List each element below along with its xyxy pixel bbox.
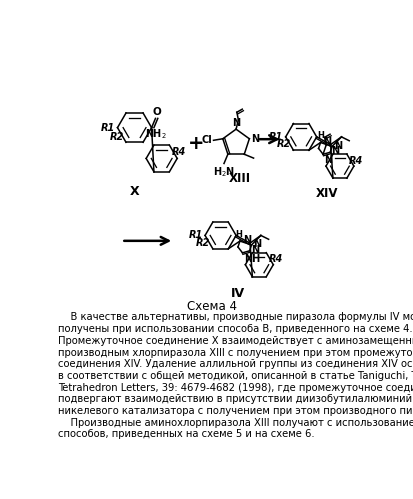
Text: N: N (253, 239, 261, 249)
Text: R2: R2 (109, 132, 124, 142)
Text: получены при использовании способа В, приведенного на схеме 4.: получены при использовании способа В, пр… (58, 324, 413, 334)
Text: производным хлорпиразола XIII с получением при этом промежуточного: производным хлорпиразола XIII с получени… (58, 347, 413, 358)
Text: N: N (251, 134, 259, 144)
Text: R2: R2 (277, 139, 291, 149)
Text: N: N (325, 155, 333, 165)
Text: O: O (153, 107, 161, 117)
Text: R4: R4 (172, 147, 186, 157)
Text: соединения XIV. Удаление аллильной группы из соединения XIV осуществляют: соединения XIV. Удаление аллильной групп… (58, 359, 413, 369)
Text: +: + (188, 134, 205, 153)
Text: В качестве альтернативы, производные пиразола формулы IV могут быть: В качестве альтернативы, производные пир… (58, 312, 413, 322)
Text: H$_2$N: H$_2$N (213, 165, 235, 179)
Text: Производные аминохлорпиразола XIII получают с использованием: Производные аминохлорпиразола XIII получ… (58, 418, 413, 428)
Text: N: N (334, 141, 342, 151)
Text: X: X (130, 186, 139, 199)
Text: N: N (331, 146, 339, 156)
Text: R4: R4 (268, 254, 283, 264)
Text: R1: R1 (101, 123, 115, 133)
Text: подвергают взаимодействию в присутствии диизобутилалюминийгидрида и: подвергают взаимодействию в присутствии … (58, 394, 413, 404)
Text: Схема 4: Схема 4 (187, 300, 237, 313)
Text: R1: R1 (269, 132, 283, 142)
Text: R2: R2 (196, 238, 211, 248)
Text: N: N (243, 236, 251, 246)
Text: Промежуточное соединение X взаимодействует с аминозамещенным: Промежуточное соединение X взаимодейству… (58, 336, 413, 346)
Text: NH: NH (244, 253, 260, 263)
Text: N: N (251, 245, 259, 254)
Text: H: H (236, 230, 242, 239)
Text: Tetrahedron Letters, 39: 4679-4682 (1998), где промежуточное соединение XIV: Tetrahedron Letters, 39: 4679-4682 (1998… (58, 383, 413, 393)
Text: Cl: Cl (201, 135, 212, 145)
Text: способов, приведенных на схеме 5 и на схеме 6.: способов, приведенных на схеме 5 и на сх… (58, 430, 314, 440)
Text: в соответствии с общей методикой, описанной в статье Taniguchi, T., et al.,: в соответствии с общей методикой, описан… (58, 371, 413, 381)
Text: R1: R1 (188, 231, 203, 241)
Text: XIII: XIII (229, 172, 251, 185)
Text: никелевого катализатора с получением при этом производного пиразола IV.: никелевого катализатора с получением при… (58, 406, 413, 416)
Text: IV: IV (230, 287, 244, 300)
Text: N: N (232, 118, 240, 128)
Text: N: N (323, 137, 331, 147)
Text: R4: R4 (349, 156, 363, 166)
Text: NH$_2$: NH$_2$ (145, 127, 166, 141)
Text: H: H (317, 131, 324, 140)
Text: XIV: XIV (316, 187, 338, 200)
